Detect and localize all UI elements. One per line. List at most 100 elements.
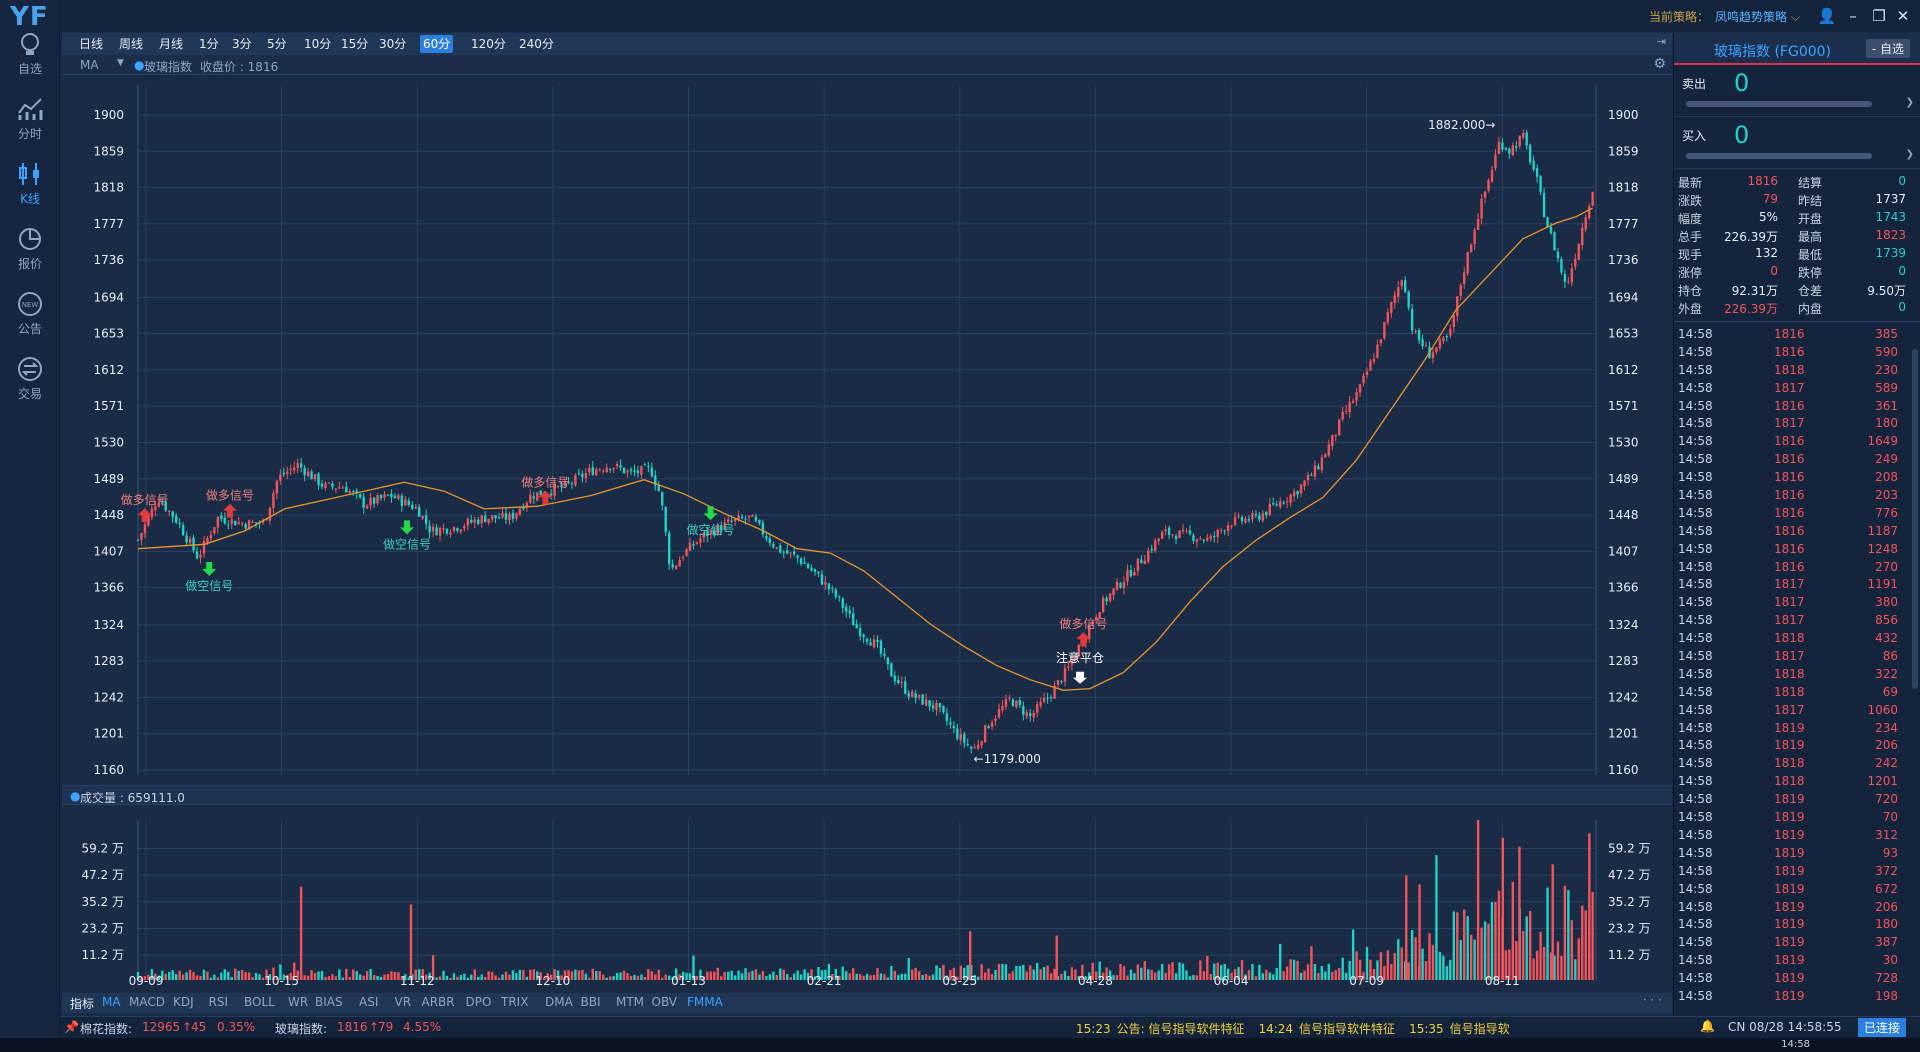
volume-bar [334, 976, 338, 980]
volume-bar [650, 971, 654, 980]
indicator-MA[interactable]: MA [102, 995, 121, 1009]
minimize-icon[interactable]: – [1849, 7, 1857, 25]
more-icon[interactable]: · · · [1642, 993, 1662, 1007]
vol-y-tick-right: 23.2 万 [1608, 921, 1651, 935]
restore-icon[interactable]: ❐ [1872, 7, 1886, 25]
arrow-right-icon[interactable]: ❯ [1905, 149, 1914, 160]
indicator-指标[interactable]: 指标 [70, 997, 95, 1011]
scrollbar[interactable] [1912, 349, 1918, 689]
volume-bar [240, 970, 244, 980]
candle-body [227, 524, 230, 526]
period-月线[interactable]: 月线 [159, 37, 184, 51]
period-60分[interactable]: 60分 [420, 35, 454, 53]
volume-bar [171, 970, 174, 980]
candle-body [883, 653, 886, 656]
indicator-ASI[interactable]: ASI [359, 995, 379, 1009]
candle-body [577, 473, 581, 475]
candle-body [855, 623, 858, 629]
nav-item-2[interactable]: K线 [0, 160, 60, 216]
candle-body [772, 543, 775, 548]
indicator-BOLL[interactable]: BOLL [244, 995, 275, 1009]
indicator-OBV[interactable]: OBV [651, 995, 678, 1009]
candle-body [1195, 539, 1199, 542]
candle-body [306, 471, 310, 477]
nav-item-0[interactable]: 自选 [0, 30, 60, 86]
candle-body [1542, 193, 1546, 218]
candle-body [1442, 337, 1445, 342]
tick-row: 14:58 1818 242 [1674, 755, 1920, 773]
quote-row: 总手 226.39万 最高 1823 [1674, 227, 1920, 245]
indicator-DPO[interactable]: DPO [465, 995, 492, 1009]
user-icon[interactable]: 👤 [1817, 7, 1837, 25]
tick-price: 1819 [1774, 917, 1805, 932]
arrow-up-icon [1076, 632, 1091, 647]
news-item[interactable]: 公告: 信号指导软件特征 [1116, 1022, 1245, 1036]
indicator-select[interactable]: MA [80, 58, 99, 72]
tick-price: 1816 [1774, 505, 1805, 520]
period-15分[interactable]: 15分 [341, 37, 369, 51]
indicator-MTM[interactable]: MTM [616, 995, 645, 1009]
tick-list[interactable]: 14:58 1816 385 14:58 1816 590 14:58 1818 230 14:5… [1674, 322, 1920, 1006]
connection-badge: 已连接 [1858, 1018, 1907, 1037]
y-tick-left: 1571 [93, 399, 124, 413]
period-周线[interactable]: 周线 [119, 37, 144, 51]
arrow-right-icon[interactable]: ❯ [1905, 97, 1914, 108]
indicator-DMA[interactable]: DMA [545, 995, 573, 1009]
volume-chart[interactable]: 59.2 万 59.2 万 47.2 万 47.2 万 35.2 万 35.2 万 23.2… [62, 805, 1672, 995]
volume-bar [1126, 975, 1129, 980]
tick-time: 14:58 [1678, 541, 1713, 556]
period-240分[interactable]: 240分 [519, 37, 554, 51]
period-120分[interactable]: 120分 [471, 37, 506, 51]
indicator-WR[interactable]: WR [288, 995, 309, 1009]
strategy-label: 当前策略： [1649, 10, 1710, 24]
volume-bar [581, 969, 584, 980]
period-1分[interactable]: 1分 [199, 37, 219, 51]
candle-body [1535, 168, 1539, 177]
indicator-FMMA[interactable]: FMMA [687, 995, 723, 1009]
caret-down-icon[interactable]: ▼ [117, 58, 124, 68]
volume-bar [1039, 969, 1042, 980]
volume-bar [424, 974, 428, 980]
period-3分[interactable]: 3分 [232, 37, 252, 51]
indicator-RSI[interactable]: RSI [208, 995, 229, 1009]
candle-body [747, 515, 751, 518]
vol-y-tick-left: 11.2 万 [81, 948, 124, 962]
nav-item-3[interactable]: 报价 [0, 225, 60, 281]
indicator-MACD[interactable]: MACD [129, 995, 165, 1009]
candle-body [1403, 280, 1407, 293]
nav-item-4[interactable]: NEW 公告 [0, 290, 60, 346]
indicator-BIAS[interactable]: BIAS [315, 995, 343, 1009]
nav-item-1[interactable]: 分时 [0, 95, 60, 151]
tick-time: 14:58 [1678, 827, 1713, 842]
news-item[interactable]: 信号指导软 [1449, 1022, 1510, 1036]
volume-bar [1331, 972, 1334, 980]
period-5分[interactable]: 5分 [267, 37, 287, 51]
close-icon[interactable]: ✕ [1896, 7, 1910, 25]
indicator-KDJ[interactable]: KDJ [173, 995, 194, 1009]
candle-body [459, 529, 463, 532]
nav-item-5[interactable]: 交易 [0, 355, 60, 411]
gear-icon[interactable]: ⚙ [1653, 56, 1666, 72]
period-10分[interactable]: 10分 [304, 37, 332, 51]
bell-icon[interactable]: 🔔 [1700, 1019, 1715, 1033]
indicator-BBI[interactable]: BBI [580, 995, 601, 1009]
indicator-ARBR[interactable]: ARBR [421, 995, 455, 1009]
price-annotation: 注意平仓 [1056, 650, 1104, 665]
tick-row: 14:58 1818 432 [1674, 630, 1920, 648]
volume-bar [515, 973, 518, 980]
kline-chart[interactable]: 1900 1900 1859 1859 1818 1818 1777 1777 1736 1736… [62, 75, 1672, 785]
news-item[interactable]: 信号指导软件特征 [1299, 1022, 1396, 1036]
collapse-icon[interactable]: ⇥ [1656, 35, 1666, 48]
indicator-VR[interactable]: VR [394, 995, 412, 1009]
period-30分[interactable]: 30分 [379, 37, 407, 51]
strategy-selector[interactable]: 当前策略： 凤鸣趋势策略 ⌵ [1649, 8, 1800, 25]
candle-body [240, 523, 244, 525]
volume-bar [518, 969, 522, 980]
instrument-title[interactable]: 玻璃指数 (FG000) [1714, 44, 1831, 60]
period-日线[interactable]: 日线 [79, 37, 104, 51]
remove-favorite-button[interactable]: - 自选 [1865, 39, 1910, 58]
volume-bar [1213, 963, 1216, 980]
volume-bar [379, 977, 383, 980]
candle-body [407, 500, 410, 505]
indicator-TRIX[interactable]: TRIX [501, 995, 529, 1009]
